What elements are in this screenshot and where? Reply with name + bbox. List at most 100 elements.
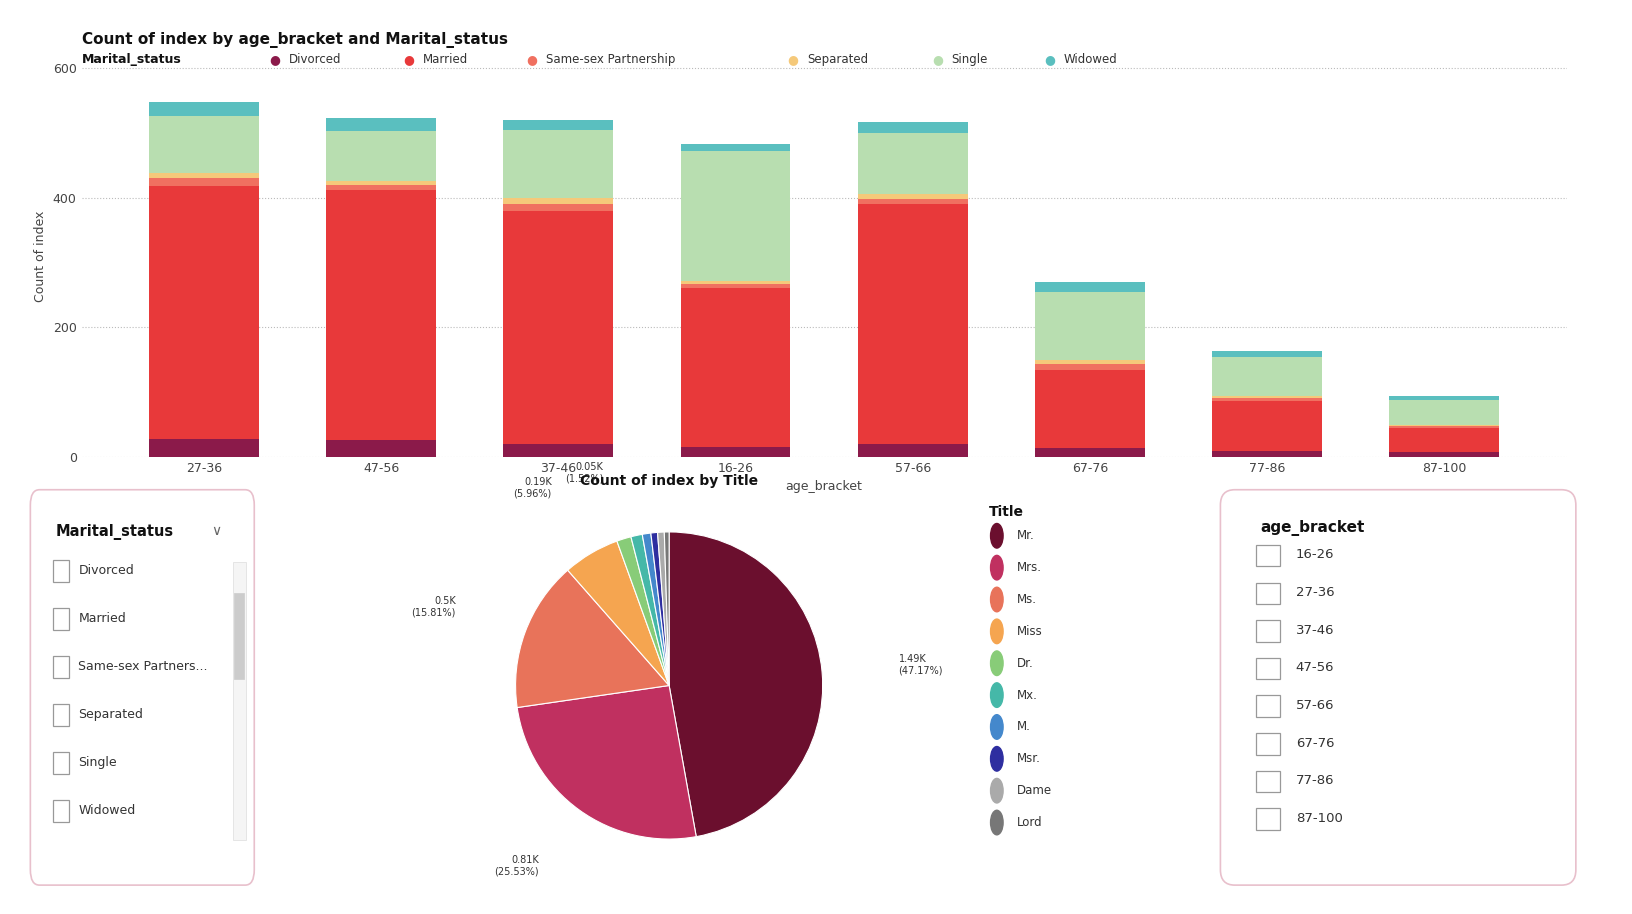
Bar [1389, 428, 1500, 452]
Bar [149, 116, 259, 173]
Circle shape [991, 556, 1004, 580]
Bar [858, 444, 968, 457]
FancyBboxPatch shape [52, 801, 69, 822]
Bar [681, 281, 790, 284]
Text: Divorced: Divorced [289, 53, 341, 66]
Bar [1213, 357, 1322, 396]
Text: Mrs.: Mrs. [1017, 561, 1041, 574]
FancyBboxPatch shape [1255, 733, 1281, 755]
Bar [681, 151, 790, 281]
Text: Single: Single [951, 53, 987, 66]
X-axis label: age_bracket: age_bracket [785, 481, 863, 494]
Bar [1389, 400, 1500, 425]
Bar [149, 178, 259, 186]
Text: Miss: Miss [1017, 625, 1043, 638]
Text: 67-76: 67-76 [1296, 737, 1335, 749]
FancyBboxPatch shape [1255, 621, 1281, 642]
Text: 1.49K
(47.17%): 1.49K (47.17%) [899, 654, 943, 675]
Bar [1035, 448, 1146, 457]
Text: ●: ● [526, 53, 537, 66]
Bar [681, 288, 790, 447]
Bar [681, 447, 790, 457]
Bar [149, 101, 259, 116]
Bar [1389, 452, 1500, 457]
Text: Marital_status: Marital_status [55, 525, 173, 540]
FancyBboxPatch shape [52, 560, 69, 582]
Text: 57-66: 57-66 [1296, 699, 1335, 712]
Bar [149, 173, 259, 178]
Text: ●: ● [1044, 53, 1056, 66]
Wedge shape [651, 532, 669, 686]
Text: Lord: Lord [1017, 816, 1043, 829]
Bar [503, 444, 614, 457]
Bar [326, 118, 436, 131]
Bar [326, 441, 436, 457]
Text: Married: Married [423, 53, 468, 66]
Bar [858, 199, 968, 204]
Wedge shape [658, 532, 669, 686]
FancyBboxPatch shape [1221, 490, 1577, 885]
Circle shape [991, 747, 1004, 771]
Text: Married: Married [78, 611, 126, 625]
Bar [681, 284, 790, 288]
Wedge shape [643, 533, 669, 686]
Text: Same-sex Partnership: Same-sex Partnership [545, 53, 676, 66]
FancyBboxPatch shape [1255, 696, 1281, 717]
Wedge shape [669, 532, 823, 836]
Bar [326, 186, 436, 190]
Text: ●: ● [269, 53, 281, 66]
Text: ●: ● [932, 53, 943, 66]
Text: 16-26: 16-26 [1296, 548, 1335, 561]
Text: Single: Single [78, 756, 118, 769]
Wedge shape [517, 686, 697, 839]
Circle shape [991, 779, 1004, 803]
Text: Separated: Separated [78, 707, 144, 721]
Bar [503, 120, 614, 130]
Y-axis label: Count of index: Count of index [34, 210, 47, 302]
Text: Separated: Separated [808, 53, 868, 66]
FancyBboxPatch shape [235, 592, 245, 678]
Text: Marital_status: Marital_status [82, 53, 181, 66]
Text: Ms.: Ms. [1017, 593, 1036, 606]
Wedge shape [516, 570, 669, 707]
Text: Widowed: Widowed [78, 803, 135, 817]
Wedge shape [632, 535, 669, 686]
FancyBboxPatch shape [1255, 658, 1281, 679]
FancyBboxPatch shape [1255, 808, 1281, 830]
Bar [1035, 360, 1146, 365]
Wedge shape [664, 532, 669, 686]
Text: Msr.: Msr. [1017, 752, 1040, 765]
Bar [503, 210, 614, 444]
Text: 37-46: 37-46 [1296, 623, 1335, 637]
Circle shape [991, 811, 1004, 834]
Text: Mr.: Mr. [1017, 529, 1035, 542]
Bar [1035, 365, 1146, 370]
FancyBboxPatch shape [52, 609, 69, 630]
Bar [1035, 292, 1146, 360]
Bar [1389, 426, 1500, 428]
Text: Mx.: Mx. [1017, 688, 1038, 702]
Text: 0.5K
(15.81%): 0.5K (15.81%) [411, 596, 455, 618]
Text: Count of index by age_bracket and Marital_status: Count of index by age_bracket and Marita… [82, 32, 508, 48]
Circle shape [991, 715, 1004, 739]
Bar [149, 186, 259, 439]
Bar [326, 131, 436, 181]
Bar [1389, 425, 1500, 426]
Circle shape [991, 587, 1004, 611]
Text: Title: Title [989, 505, 1023, 519]
Bar [858, 122, 968, 133]
Bar [1035, 370, 1146, 448]
Bar [503, 198, 614, 204]
Circle shape [991, 651, 1004, 675]
Text: Divorced: Divorced [78, 564, 134, 577]
Bar [1213, 398, 1322, 400]
FancyBboxPatch shape [1255, 582, 1281, 604]
FancyBboxPatch shape [31, 490, 255, 885]
Text: 0.81K
(25.53%): 0.81K (25.53%) [494, 856, 539, 877]
Bar [1213, 351, 1322, 357]
Circle shape [991, 683, 1004, 707]
Bar [503, 130, 614, 198]
Text: ●: ● [403, 53, 415, 66]
Circle shape [991, 524, 1004, 548]
Bar [681, 144, 790, 151]
